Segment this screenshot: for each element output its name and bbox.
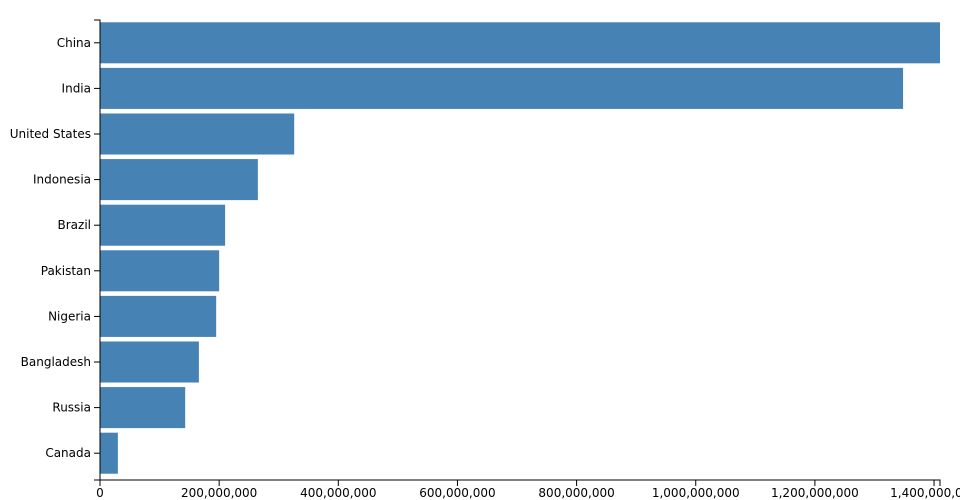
y-tick-label: Bangladesh [21, 355, 91, 369]
x-tick-label: 800,000,000 [538, 486, 614, 500]
bar [100, 22, 940, 64]
bar [100, 204, 226, 246]
bar [100, 159, 258, 201]
x-tick-label: 0 [96, 486, 104, 500]
bar [100, 341, 199, 383]
y-tick-label: Canada [45, 446, 91, 460]
bar [100, 432, 118, 474]
bar [100, 113, 295, 155]
y-axis-line [94, 19, 101, 481]
y-tick-label: Indonesia [33, 173, 91, 187]
bar [100, 67, 904, 109]
x-tick-label: 1,400,000,000 [890, 486, 960, 500]
y-tick-label: India [62, 81, 91, 95]
x-tick-label: 1,200,000,000 [771, 486, 859, 500]
x-tick-label: 200,000,000 [181, 486, 257, 500]
y-tick-label: Brazil [58, 218, 92, 232]
x-tick-label: 1,000,000,000 [652, 486, 740, 500]
y-tick-label: United States [10, 127, 91, 141]
y-tick-label: Russia [52, 401, 91, 415]
x-axis: 0 200,000,000 400,000,000 600,000,000 800,00… [96, 479, 960, 500]
y-tick-label: Pakistan [41, 264, 91, 278]
y-tick-label: China [57, 36, 91, 50]
y-axis: China India United States Indonesia Brazil Pa… [10, 19, 101, 481]
x-tick-label: 400,000,000 [300, 486, 376, 500]
bar [100, 387, 186, 429]
x-tick-label: 600,000,000 [419, 486, 495, 500]
bar [100, 250, 220, 292]
bar [100, 295, 217, 337]
y-tick-label: Nigeria [48, 309, 91, 323]
